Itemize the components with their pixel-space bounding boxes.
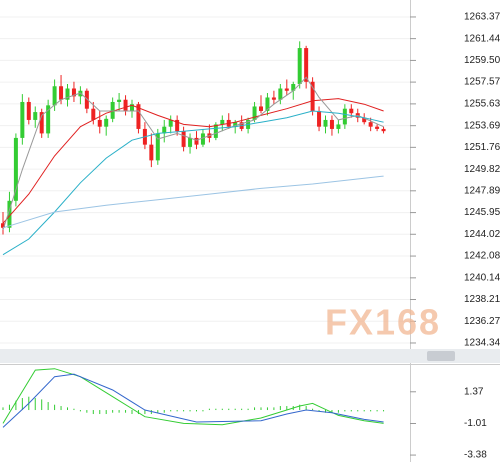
y-tick-label: 1238.21 [464,294,500,305]
y-tick-label: 1234.34 [464,338,500,349]
candle-body [284,88,289,91]
candle-body [381,128,386,132]
candle-body [297,48,302,85]
candle-body [33,112,38,120]
candle-body [1,223,5,228]
candle-body [91,108,96,120]
candle-body [97,119,102,127]
watermark: FX168 [325,302,441,343]
candle-body [110,101,115,119]
y-tick-label: 1240.14 [464,272,500,283]
candle-body [278,88,283,100]
candle-body [136,104,141,129]
candle-body [104,118,109,127]
candle-body [259,106,263,111]
indicator-line [2,175,384,229]
candle-body [13,137,18,201]
candle-body [310,81,315,111]
candle-body [175,119,180,132]
candle-body [349,108,354,114]
candle-body [71,88,76,97]
candle-body [362,117,367,123]
candle-body [188,137,193,147]
candle-body [220,119,225,125]
y-tick-label: 1251.76 [464,142,500,153]
candle-body [252,106,257,120]
candle-body [65,88,70,100]
candle-body [84,90,89,109]
candle-body [291,84,296,91]
candle-body [59,86,64,100]
candle-body [130,104,134,111]
y-tick-label: -1.01 [464,418,487,429]
y-tick-label: 1253.69 [464,120,500,131]
y-tick-label: -3.38 [464,450,487,461]
indicator-line [2,76,384,231]
candle-body [20,101,25,138]
candle-body [7,200,12,228]
candle-body [26,101,31,120]
candle-body [181,131,186,147]
candle-body [336,124,341,129]
scroll-thumb[interactable] [427,351,455,361]
y-tick-label: 1261.44 [464,33,500,44]
candle-body [155,133,160,161]
y-tick-label: 1244.02 [464,229,500,240]
candle-body [271,97,276,100]
y-tick-label: 1255.63 [464,99,500,110]
y-tick-label: 1242.08 [464,251,500,262]
indicator-line [2,110,384,256]
candle-body [162,126,167,134]
candle-body [375,126,380,129]
candle-body [39,112,44,134]
indicator-line [2,368,384,426]
candle-body [323,119,328,127]
y-tick-label: 1247.89 [464,185,500,196]
candle-body [329,119,334,129]
candle-body [304,48,309,82]
candle-body [194,137,199,145]
y-tick-label: 1.37 [464,386,484,397]
candle-body [46,105,51,134]
candle-body [265,97,270,111]
y-tick-label: 1263.37 [464,12,500,23]
y-tick-label: 1257.57 [464,77,500,88]
candle-body [317,110,322,127]
candle-body [117,99,122,102]
candle-body [52,86,57,106]
y-tick-label: 1236.27 [464,316,500,327]
y-tick-label: 1245.95 [464,207,500,218]
candle-body [368,122,373,127]
indicator-line [2,98,384,224]
candle-body [149,144,154,161]
y-tick-label: 1259.50 [464,55,500,66]
y-tick-label: 1249.82 [464,164,500,175]
candle-body [200,133,205,145]
candle-body [213,124,218,138]
candle-body [342,108,347,125]
candle-body [233,122,238,127]
indicator-line [2,373,384,428]
candle-body [168,119,173,127]
scrollbar[interactable] [0,349,500,363]
candle-body [123,99,128,111]
